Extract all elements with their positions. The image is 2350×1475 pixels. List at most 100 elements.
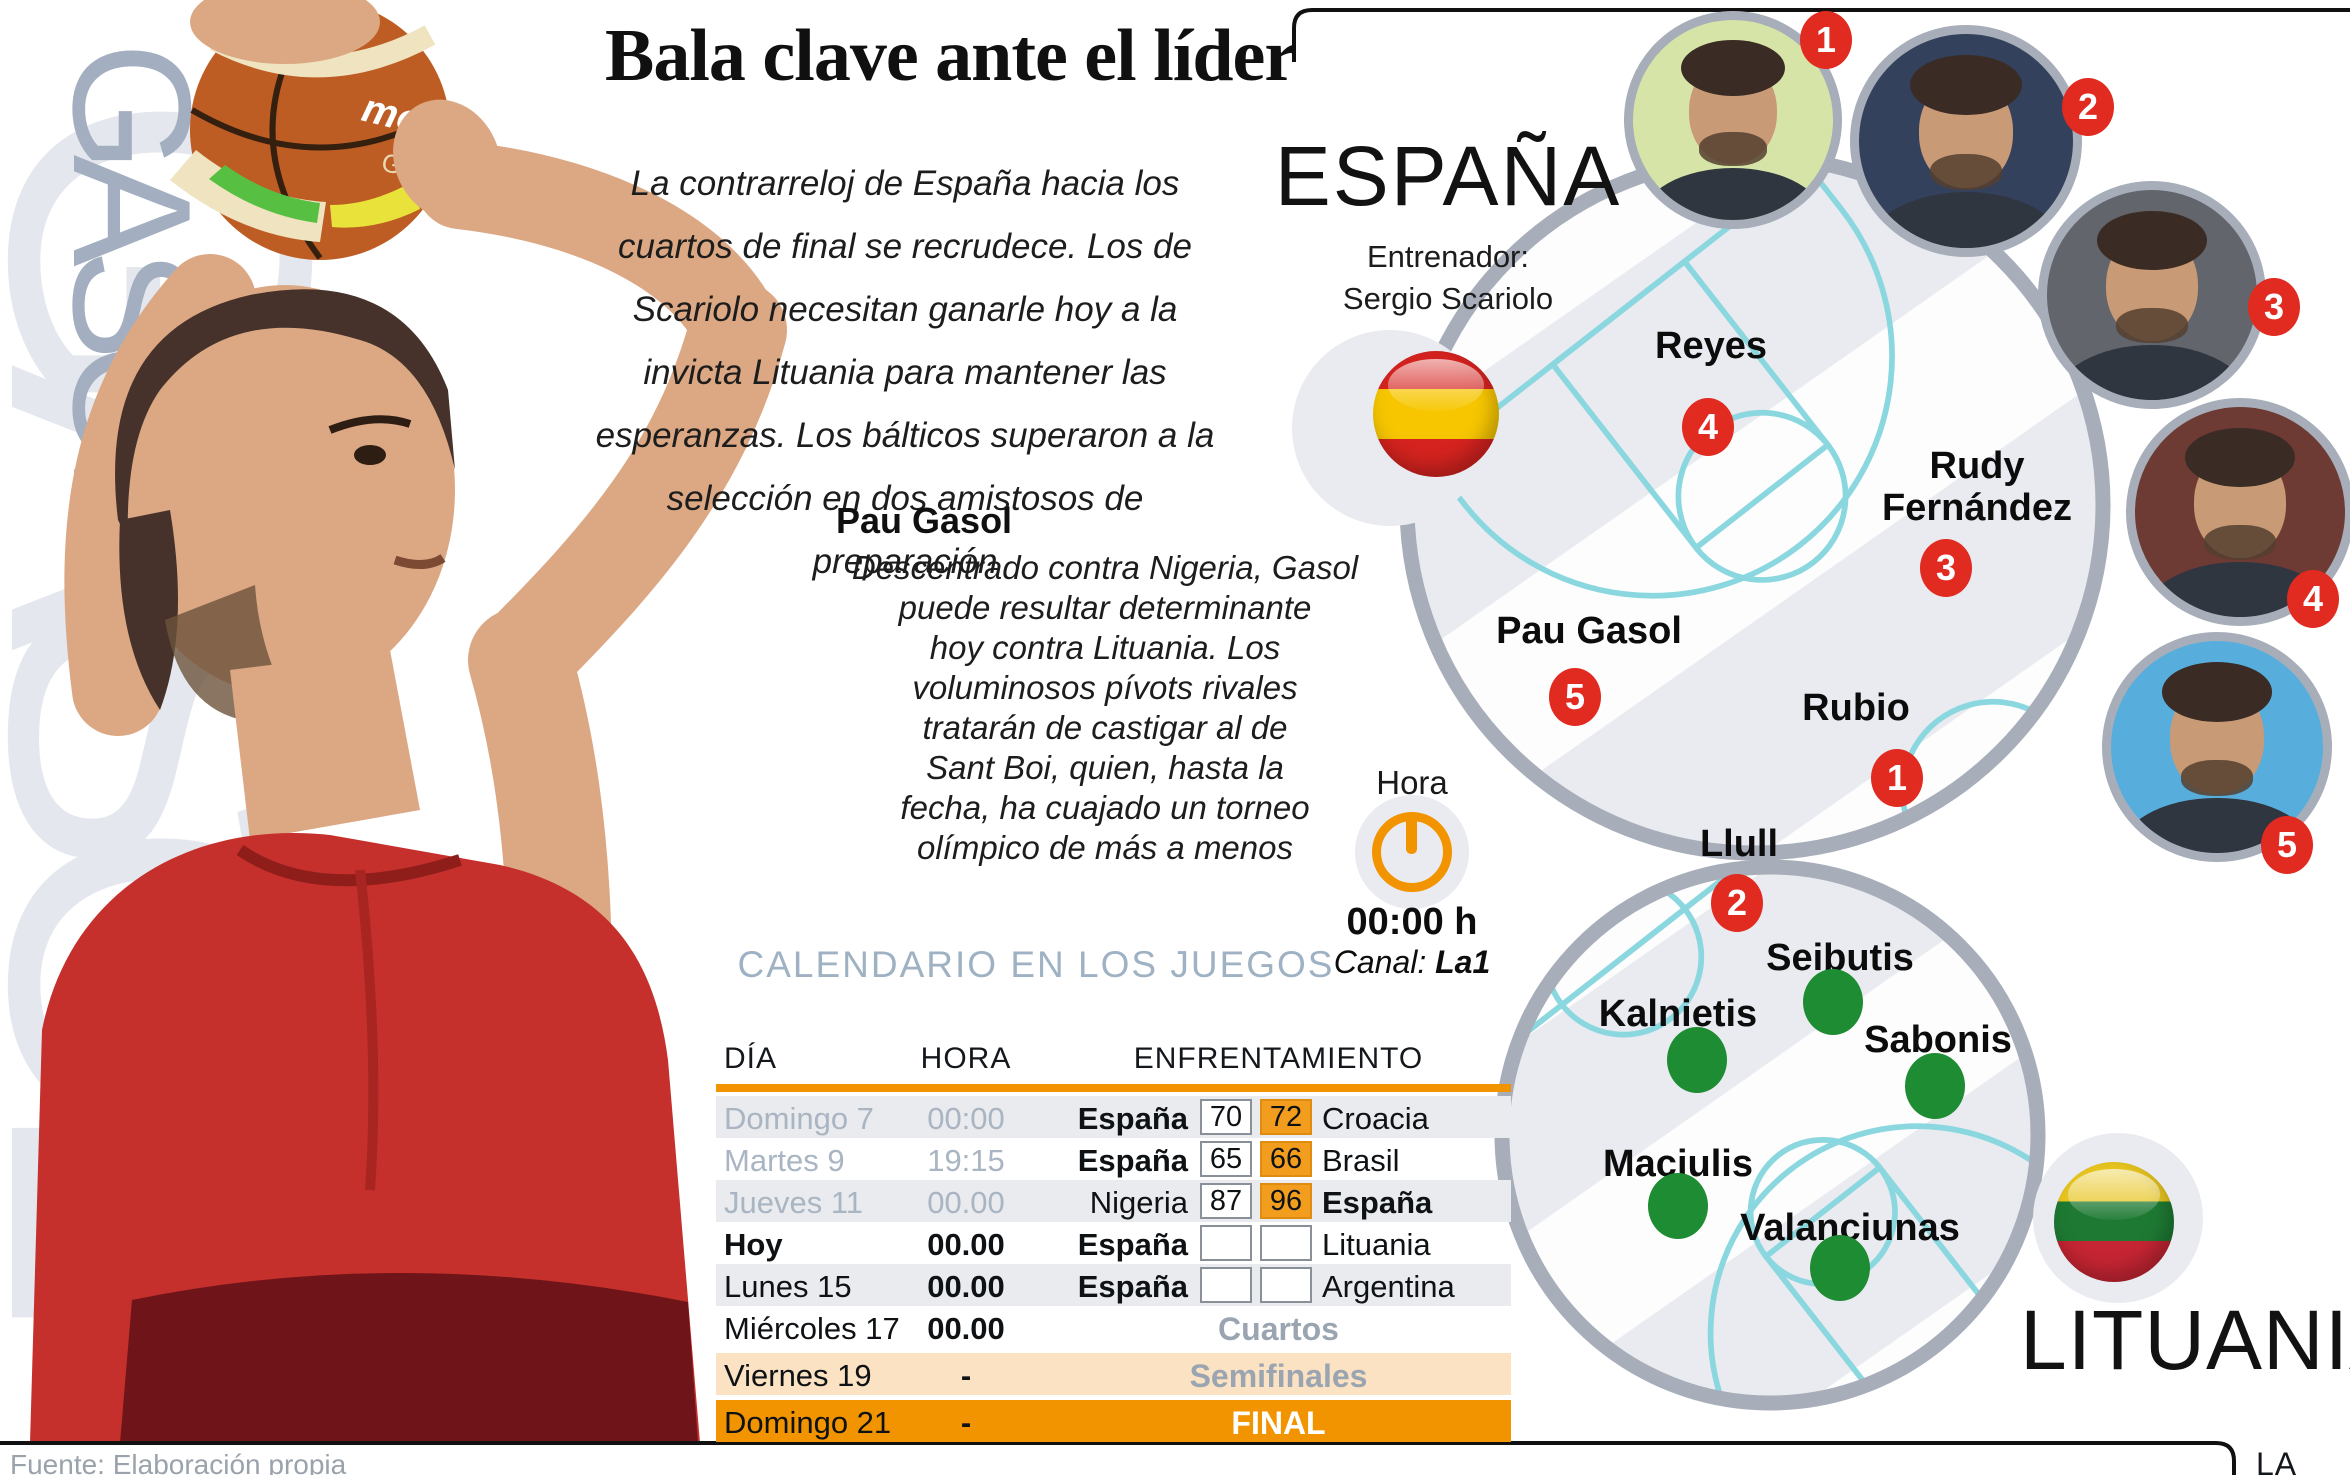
headshot-number-badge: 2 (2062, 78, 2114, 136)
spain-player-number-badge: 3 (1920, 539, 1972, 597)
spain-player-name: Llull (1699, 823, 1779, 865)
calendar-row: Jueves 11 00.00 Nigeria 87 96 España (716, 1180, 1511, 1222)
column-header-day: DÍA (724, 1042, 778, 1075)
match-day: Lunes 15 (724, 1269, 852, 1304)
calendar-table: CALENDARIO EN LOS JUEGOS DÍA HORA ENFREN… (716, 940, 1511, 1445)
clock-hand (1406, 814, 1417, 854)
spain-player-name: Pau Gasol (1496, 610, 1682, 652)
headshot-beard (1929, 153, 2003, 191)
score-box-away (1260, 1267, 1312, 1303)
gasol-photo-illustration: molten GL7X (30, 0, 787, 1443)
home-team: Nigeria (1089, 1185, 1188, 1220)
player-headshot (2038, 181, 2266, 409)
match-hour: - (960, 1358, 972, 1393)
match-hour: 00.00 (927, 1227, 1005, 1262)
spain-player-number-badge: 1 (1871, 749, 1923, 807)
home-team: España (1077, 1269, 1188, 1304)
tv-channel-label: Canal: (1333, 944, 1436, 980)
headshot-shoulders (1641, 168, 1825, 220)
tv-channel: Canal: La1 (1327, 944, 1497, 981)
headshot-beard (1699, 132, 1767, 166)
score-box-away: 66 (1260, 1141, 1312, 1177)
score-box-home: 65 (1200, 1141, 1252, 1177)
away-team: España (1322, 1185, 1433, 1220)
top-rule (1292, 8, 2350, 62)
headshot-beard (2204, 524, 2276, 561)
spain-player-number-badge: 4 (1682, 398, 1734, 456)
lithuania-player-dot (1810, 1235, 1870, 1301)
score-box-away (1260, 1225, 1312, 1261)
match-day: Viernes 19 (724, 1358, 872, 1393)
headshot-hair (2097, 211, 2207, 270)
spain-player-name: Rudy Fernández (1881, 445, 2073, 529)
score-box-away: 72 (1260, 1099, 1312, 1135)
score-box-home: 70 (1200, 1099, 1252, 1135)
lithuania-player-dot (1803, 969, 1863, 1035)
match-hour: 19:15 (927, 1143, 1005, 1178)
headshot-number-badge: 5 (2261, 816, 2313, 874)
calendar-row: Lunes 15 00.00 España Argentina (716, 1264, 1511, 1306)
headshot-beard (2180, 759, 2254, 796)
headline-intro: La contrarreloj de España hacia los cuar… (595, 164, 1215, 581)
publisher-brand: LA VOZ (2256, 1446, 2296, 1475)
match-day: Domingo 7 (724, 1101, 874, 1136)
match-day: Domingo 21 (724, 1405, 892, 1440)
spain-coach: Entrenador: Sergio Scariolo (1342, 239, 1554, 316)
score-box-away: 96 (1260, 1183, 1312, 1219)
time-label: Hora (1376, 764, 1448, 801)
match-hour: 00.00 (927, 1311, 1005, 1346)
headshot-hair (2185, 428, 2295, 487)
calendar-row: Martes 9 19:15 España 65 66 Brasil (716, 1138, 1511, 1180)
match-hour: 00:00 (927, 1101, 1005, 1136)
source-credit: Fuente: Elaboración propia (10, 1449, 347, 1475)
match-hour: - (960, 1405, 972, 1440)
calendar-row: Domingo 21 - FINAL (716, 1400, 1511, 1442)
match-time: 00:00 h (1346, 901, 1478, 943)
lithuania-flag-icon (2054, 1162, 2174, 1282)
spain-player-number-badge: 5 (1549, 668, 1601, 726)
lithuania-team-title: LITUANIA (2020, 1293, 2350, 1387)
player-headshot (1624, 11, 1842, 229)
match-day: Miércoles 17 (724, 1311, 900, 1346)
headshot-number-badge: 4 (2287, 570, 2339, 628)
headshot-number-badge: 3 (2248, 278, 2300, 336)
score-box-home (1200, 1225, 1252, 1261)
headshot-hair (2161, 662, 2273, 722)
round-label: Cuartos (1218, 1311, 1339, 1347)
player-note: Descentrado contra Nigeria, Gasol puede … (851, 549, 1359, 866)
home-team: España (1077, 1143, 1188, 1178)
headshot-number-badge: 1 (1800, 11, 1852, 69)
calendar-accent-rule (716, 1084, 1511, 1092)
tv-channel-name: La1 (1435, 944, 1491, 980)
calendar-row: Hoy 00.00 España Lituania (716, 1222, 1511, 1264)
lithuania-player-dot (1667, 1027, 1727, 1093)
headshot-shoulders (1867, 192, 2065, 248)
headline-title: Bala clave ante el líder (605, 15, 1297, 97)
headshot-hair (1681, 40, 1785, 96)
headshot-beard (2116, 307, 2188, 344)
home-team: España (1077, 1227, 1188, 1262)
calendar-row: Domingo 7 00:00 España 70 72 Croacia (716, 1096, 1511, 1138)
column-header-hour: HORA (920, 1042, 1012, 1075)
match-day: Martes 9 (724, 1143, 845, 1178)
match-hour: 00.00 (927, 1185, 1005, 1220)
match-day: Hoy (724, 1227, 783, 1262)
match-day: Jueves 11 (724, 1185, 864, 1220)
lithuania-player-name: Kalnietis (1598, 993, 1758, 1035)
match-hour: 00.00 (927, 1269, 1005, 1304)
spain-player-name: Reyes (1655, 325, 1767, 367)
spain-flag-icon (1373, 351, 1499, 477)
away-team: Argentina (1322, 1269, 1455, 1304)
column-header-match: ENFRENTAMIENTO (1133, 1042, 1424, 1075)
bottom-rule (0, 1441, 2236, 1475)
lithuania-player-dot (1648, 1173, 1708, 1239)
away-team: Croacia (1322, 1101, 1429, 1136)
round-label: Semifinales (1189, 1358, 1368, 1394)
spain-team-title: ESPAÑA (1274, 129, 1622, 223)
score-box-home (1200, 1267, 1252, 1303)
player-note-title: Pau Gasol (836, 500, 1013, 541)
player-headshot (1850, 25, 2082, 257)
